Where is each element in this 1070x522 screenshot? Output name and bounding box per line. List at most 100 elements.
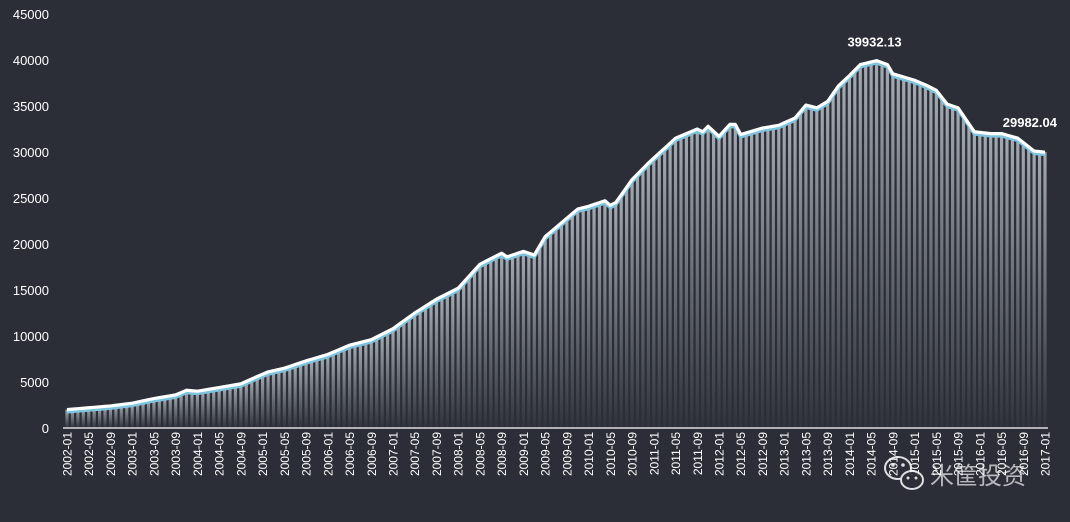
data-bar [418,309,422,428]
data-labels: 39932.13 29982.04 [847,35,1057,131]
data-bar [706,126,710,429]
data-bar [869,61,873,428]
data-bar [836,85,841,428]
data-bar [179,392,183,428]
data-bar [483,261,487,428]
data-bar [424,306,428,428]
data-bar [831,93,835,428]
data-bar [804,105,808,428]
y-axis: 0 5000 10000 15000 20000 25000 30000 35000 40000… [13,7,49,436]
data-bar [500,253,504,428]
x-tick-label: 2009-09 [560,432,574,476]
data-bar [951,106,955,428]
data-bar [766,127,770,428]
series-line-shadow [66,61,1046,414]
watermark-text: 米筐投资 [930,463,1026,490]
data-bar [266,371,270,428]
data-bar [239,383,243,428]
data-bars [65,60,1047,429]
data-bar [760,128,765,428]
x-tick-label: 2003-01 [126,432,140,476]
data-bar [347,345,352,428]
x-tick-label: 2007-09 [430,432,444,476]
data-bar [554,227,558,428]
data-bar [755,129,759,428]
y-tick-label: 0 [42,421,49,436]
data-bar [690,131,694,429]
data-bar [407,316,411,428]
x-tick-label: 2016-01 [973,432,987,476]
x-tick-label: 2005-09 [300,432,314,476]
data-bar [304,360,308,428]
data-bar [98,406,102,428]
x-tick-label: 2004-01 [191,432,205,476]
data-bar [462,282,466,428]
data-bar [277,369,281,428]
x-tick-label: 2011-01 [647,432,661,475]
data-bar [717,136,721,429]
x-tick-label: 2013-05 [799,432,813,476]
data-bar [923,84,928,428]
x-tick-label: 2006-05 [343,432,357,476]
data-bar [652,158,656,428]
data-bar [771,126,775,429]
data-bar [739,134,743,428]
y-tick-label: 15000 [13,283,49,298]
x-tick-label: 2012-09 [756,432,770,476]
data-bar [918,82,922,428]
data-bar [385,331,390,428]
x-tick-label: 2002-05 [82,432,96,476]
data-bar [625,187,629,428]
data-bar [961,115,966,428]
data-bar [141,400,145,428]
y-tick-label: 20000 [13,237,49,252]
x-tick-label: 2013-09 [821,432,835,476]
data-bar [1021,142,1025,429]
data-bar [184,390,189,428]
data-bar [309,359,314,428]
data-bar [451,290,455,428]
data-bar [548,232,553,428]
data-bar [136,402,140,428]
y-tick-label: 45000 [13,7,49,22]
data-bar [733,124,737,429]
data-bar [826,101,830,429]
data-bar [581,207,585,428]
data-bar [874,60,879,429]
data-bar [402,320,406,428]
data-bar [375,336,379,428]
x-tick-label: 2015-09 [952,432,966,476]
data-bar [190,390,194,428]
data-bar [130,403,134,428]
x-tick-label: 2007-05 [408,432,422,476]
data-bar [206,389,210,428]
data-bar [114,405,118,428]
y-tick-label: 25000 [13,191,49,206]
data-bar [945,104,949,428]
data-bar [592,204,596,428]
data-bar [570,213,574,428]
data-bar [635,174,640,428]
data-bar [902,77,906,429]
data-bar [673,138,678,428]
data-bar [603,200,607,428]
data-bar [168,395,172,428]
data-bar [940,97,944,428]
x-tick-label: 2016-09 [1017,432,1031,476]
y-tick-label: 10000 [13,329,49,344]
data-bar [293,364,297,428]
data-bar [630,179,634,428]
data-bar [440,296,444,428]
data-bar [353,343,357,428]
data-bar [1005,135,1009,428]
x-tick-label: 2006-09 [365,432,379,476]
data-bar [1043,152,1047,429]
data-bar [146,399,151,428]
data-bar [750,131,754,429]
x-axis: 2002-01 2002-05 2002-09 2003-01 2003-05 2003-… [61,432,1053,476]
data-bar [233,384,238,428]
data-bar [1037,151,1042,428]
data-bar [521,251,525,428]
data-bar [701,131,705,428]
